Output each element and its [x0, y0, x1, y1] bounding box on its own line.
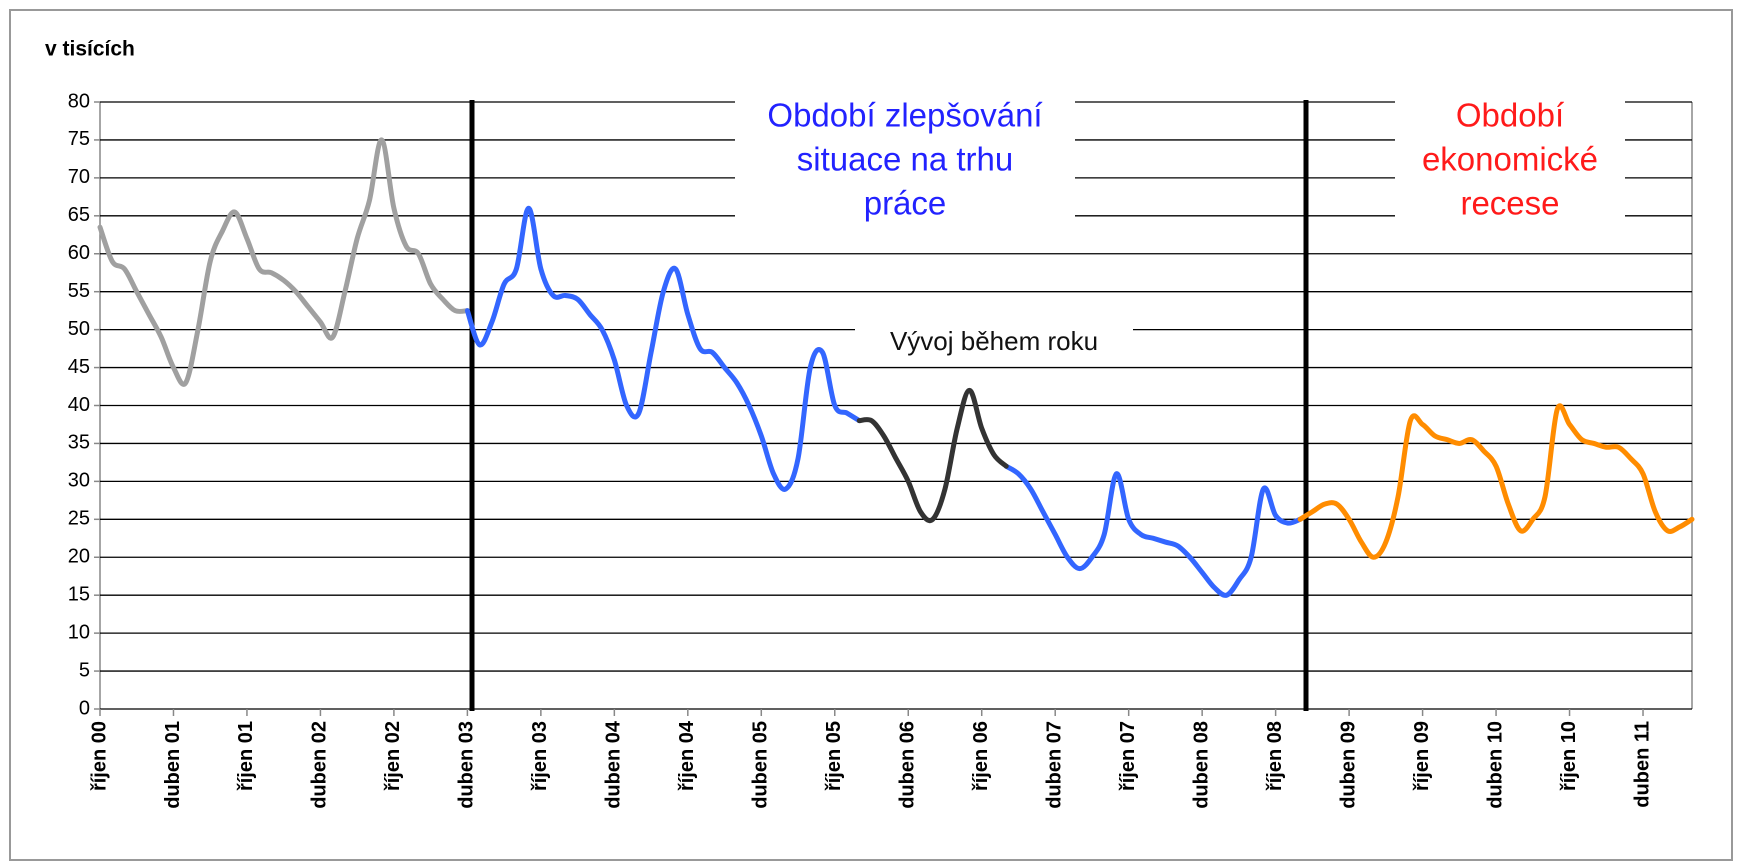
- annotation-text: ekonomické: [1422, 141, 1598, 178]
- x-tick-label: říjen 06: [970, 721, 992, 791]
- series-line: [856, 387, 1009, 524]
- y-tick-label: 0: [79, 697, 90, 719]
- annotation-text: práce: [864, 185, 947, 222]
- y-axis-label: v tisících: [45, 38, 135, 61]
- annotation-text: recese: [1460, 185, 1559, 222]
- x-tick-label: duben 07: [1043, 721, 1065, 809]
- annotation-box: [855, 322, 1133, 362]
- x-tick-label: říjen 08: [1264, 721, 1286, 791]
- annotation-box: [735, 90, 1075, 235]
- x-tick-label: duben 03: [456, 721, 478, 809]
- x-tick-label: říjen 05: [823, 721, 845, 791]
- x-tick-label: říjen 00: [88, 721, 110, 791]
- y-tick-label: 80: [68, 90, 90, 112]
- y-tick-label: 45: [68, 356, 90, 378]
- lines: [97, 137, 1695, 598]
- x-tick-label: duben 05: [750, 721, 772, 809]
- y-tick-label: 50: [68, 318, 90, 340]
- annotation-text: Období zlepšování: [767, 97, 1042, 134]
- x-tick-label: říjen 04: [676, 720, 698, 791]
- y-tick-label: 60: [68, 242, 90, 264]
- x-tick-label: duben 02: [309, 721, 331, 809]
- x-tick-label: říjen 02: [382, 721, 404, 791]
- x-tick-label: říjen 01: [235, 721, 257, 791]
- annotation-text: Vývoj během roku: [890, 326, 1098, 356]
- x-tick-label: duben 01: [162, 721, 184, 809]
- x-tick-label: říjen 07: [1117, 721, 1139, 791]
- x-tick-label: duben 11: [1631, 721, 1653, 808]
- x-tick-label: duben 10: [1484, 721, 1506, 809]
- y-tick-label: 65: [68, 204, 90, 226]
- y-tick-label: 40: [68, 394, 90, 416]
- y-tick-label: 25: [68, 508, 90, 530]
- y-tick-label: 70: [68, 166, 90, 188]
- series-line: [464, 205, 862, 492]
- x-tick-label: říjen 09: [1411, 721, 1433, 791]
- y-tick-label: 30: [68, 470, 90, 492]
- y-tick-label: 10: [68, 621, 90, 643]
- x-tick-label: duben 08: [1190, 721, 1212, 809]
- y-tick-label: 55: [68, 280, 90, 302]
- annotations: Období zlepšování situace na trhu práce Obd…: [767, 97, 1598, 356]
- annotation-box: [1395, 90, 1625, 235]
- annotation-boxes: [735, 90, 1625, 362]
- x-tick-label: duben 04: [603, 720, 625, 809]
- series-line: [1297, 403, 1695, 560]
- x-tick-label: říjen 10: [1558, 721, 1580, 791]
- y-tick-label: 15: [68, 583, 90, 605]
- x-tick-label: říjen 03: [529, 721, 551, 791]
- x-tick-label: duben 06: [897, 721, 919, 809]
- annotation-text: Období: [1456, 97, 1564, 134]
- x-tick-label: duben 09: [1337, 721, 1359, 809]
- grid: 0 5 10 15 20 25 30 35 40 45 50 55 60 65 70 75 80 říjen 00…: [68, 90, 1693, 809]
- annotation-text: situace na trhu: [797, 141, 1013, 178]
- y-tick-label: 35: [68, 432, 90, 454]
- y-tick-label: 5: [79, 659, 90, 681]
- y-tick-label: 75: [68, 128, 90, 150]
- series-line: [97, 137, 470, 387]
- y-tick-label: 20: [68, 546, 90, 568]
- series-line: [1003, 463, 1303, 598]
